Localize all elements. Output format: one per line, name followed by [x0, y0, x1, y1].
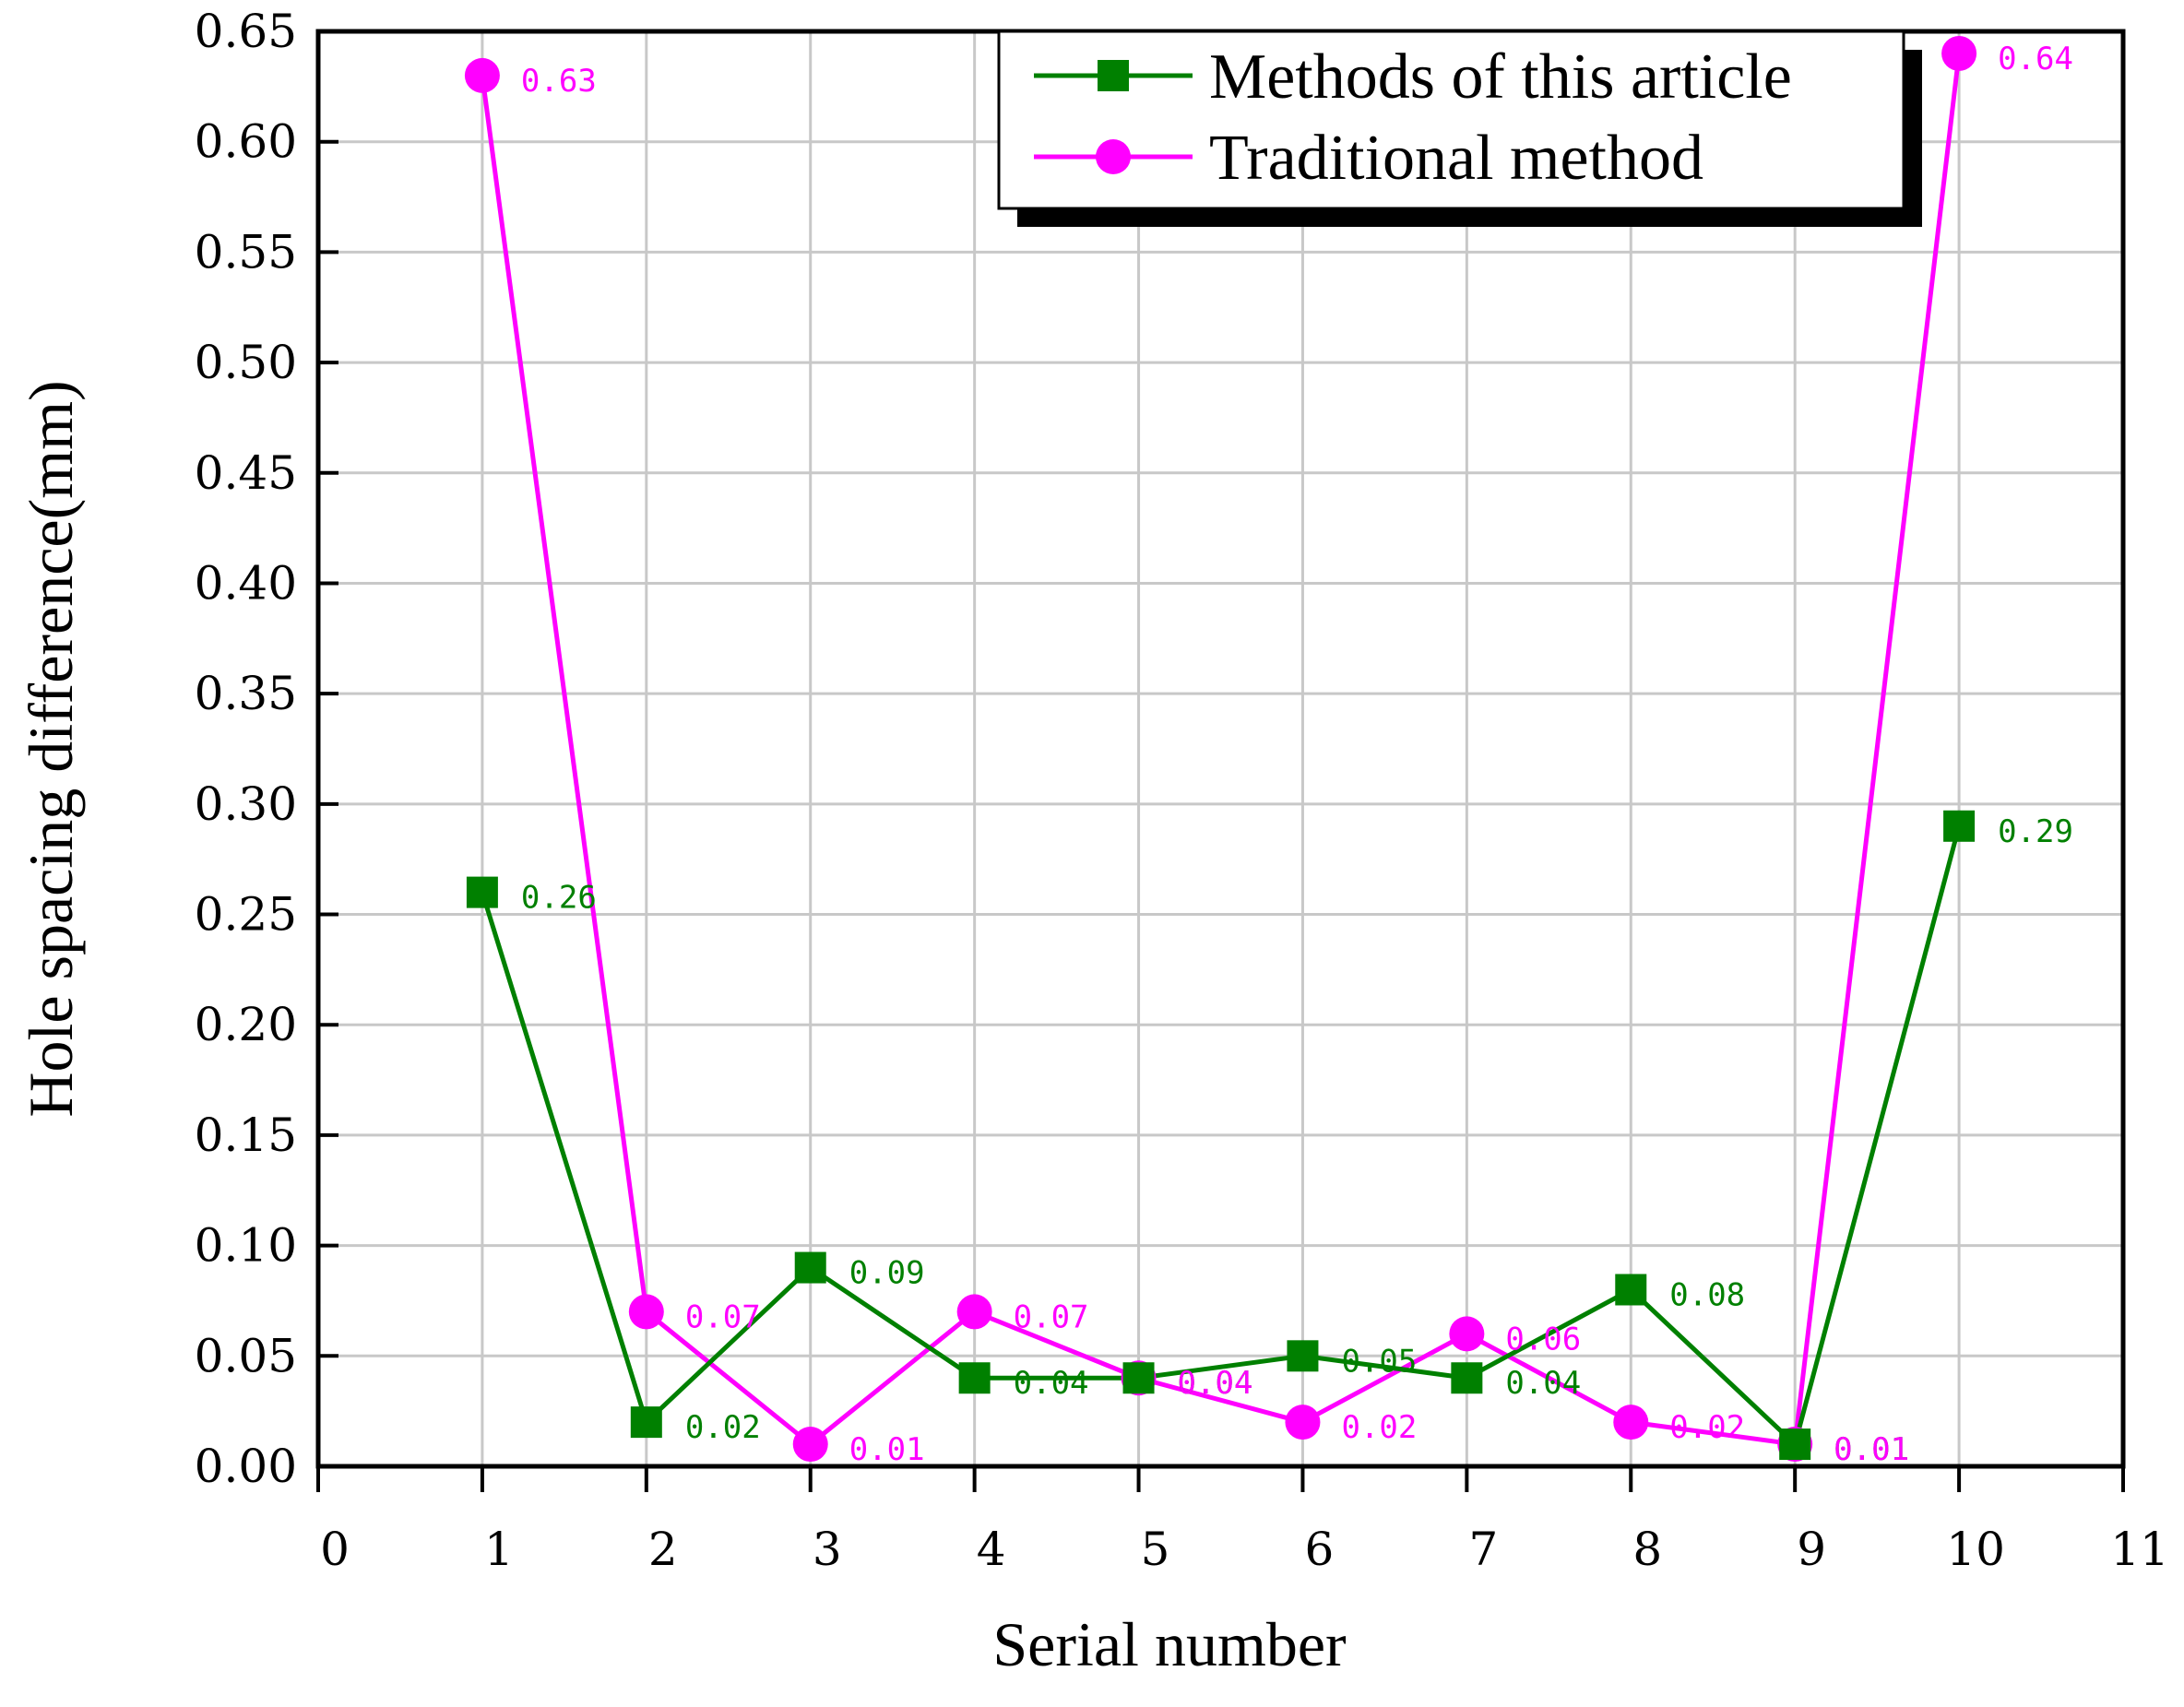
data-label: 0.06 — [1505, 1321, 1581, 1357]
x-axis-title: Serial number — [992, 1609, 1347, 1679]
y-tick-label: 0.45 — [195, 446, 297, 500]
y-tick-label: 0.65 — [195, 5, 297, 58]
y-tick-label: 0.05 — [195, 1329, 297, 1382]
x-tick-label: 11 — [2110, 1523, 2169, 1576]
data-point — [1122, 1362, 1155, 1394]
y-tick-label: 0.30 — [195, 777, 297, 831]
series-line — [480, 53, 1962, 1448]
y-tick-label: 0.35 — [195, 667, 297, 720]
x-tick-label: 10 — [1946, 1523, 2005, 1576]
x-tick-label: 8 — [1632, 1523, 1662, 1576]
data-point — [628, 1294, 664, 1330]
legend-item-1: Methods of this article — [1034, 41, 1792, 113]
data-label: 0.63 — [521, 63, 597, 100]
series-1 — [480, 825, 1962, 1449]
x-tick-label: 2 — [648, 1523, 678, 1576]
data-point — [1287, 1340, 1319, 1372]
data-point — [1943, 810, 1976, 842]
data-point — [1779, 1428, 1811, 1461]
x-tick-label: 7 — [1468, 1523, 1498, 1576]
y-tick-label: 0.10 — [195, 1219, 297, 1273]
data-label: 0.04 — [1014, 1365, 1089, 1402]
x-tick-label: 1 — [484, 1523, 514, 1576]
data-label: 0.01 — [1834, 1431, 1909, 1468]
legend-label: Methods of this article — [1209, 41, 1792, 113]
data-label: 0.09 — [849, 1255, 925, 1292]
y-tick-label: 0.20 — [195, 998, 297, 1051]
y-tick-label: 0.00 — [195, 1440, 297, 1493]
y-tick-label: 0.60 — [195, 115, 297, 169]
data-point — [792, 1427, 828, 1463]
data-point — [1941, 35, 1977, 71]
data-point — [1615, 1274, 1647, 1306]
data-label: 0.02 — [685, 1409, 761, 1446]
x-tick-label: 5 — [1141, 1523, 1170, 1576]
data-label: 0.08 — [1669, 1276, 1745, 1313]
data-point — [630, 1406, 662, 1439]
data-label: 0.05 — [1341, 1343, 1417, 1380]
y-tick-label: 0.15 — [195, 1108, 297, 1162]
legend: Methods of this article Traditional metho… — [997, 30, 1922, 227]
series-line — [480, 825, 1962, 1449]
data-point — [1285, 1405, 1321, 1440]
y-tick-label: 0.25 — [195, 888, 297, 942]
data-label: 0.29 — [1998, 813, 2073, 850]
x-tick-label: 4 — [977, 1523, 1006, 1576]
legend-marker — [1096, 139, 1131, 174]
data-point — [1449, 1316, 1485, 1352]
legend-marker — [1098, 60, 1129, 91]
data-point — [466, 876, 498, 908]
data-label: 0.02 — [1341, 1409, 1417, 1446]
grid — [318, 31, 2123, 1466]
series-1-markers — [466, 810, 1976, 1461]
data-label: 0.01 — [1834, 1431, 1909, 1468]
data-point — [464, 57, 500, 93]
data-point — [1613, 1405, 1649, 1440]
legend-item-2: Traditional method — [1034, 123, 1703, 194]
data-point — [956, 1294, 992, 1330]
data-label: 0.02 — [1669, 1409, 1745, 1446]
legend-label: Traditional method — [1209, 123, 1703, 194]
x-tick-label: 6 — [1305, 1523, 1335, 1576]
series-2 — [480, 53, 1962, 1448]
ticks: 0.00 0.05 0.10 0.15 0.20 0.25 0.30 0.35 0.40 0.45… — [195, 5, 2169, 1576]
data-labels: 0.26 0.02 0.09 0.04 0.04 0.05 0.04 0.08 0.01 0.29… — [521, 41, 2073, 1468]
data-label: 0.04 — [1178, 1365, 1253, 1402]
y-tick-label: 0.55 — [195, 225, 297, 279]
data-label: 0.04 — [1178, 1365, 1253, 1402]
data-point — [958, 1362, 991, 1394]
data-label: 0.07 — [1014, 1298, 1089, 1335]
x-tick-label: 9 — [1797, 1523, 1826, 1576]
data-label: 0.01 — [849, 1431, 925, 1468]
x-tick-label: 3 — [813, 1523, 842, 1576]
x-tick-label: 0 — [320, 1523, 350, 1576]
y-tick-label: 0.40 — [195, 556, 297, 610]
series-layer — [464, 35, 1977, 1463]
data-label: 0.64 — [1998, 41, 2073, 77]
data-point — [1451, 1362, 1483, 1394]
y-axis-title: Hole spacing difference(mm) — [16, 380, 86, 1117]
data-point — [794, 1251, 826, 1284]
data-label: 0.26 — [521, 880, 597, 917]
data-label: 0.07 — [685, 1298, 761, 1335]
data-label: 0.04 — [1505, 1365, 1581, 1402]
y-tick-label: 0.50 — [195, 336, 297, 389]
legend-box — [997, 30, 1905, 210]
